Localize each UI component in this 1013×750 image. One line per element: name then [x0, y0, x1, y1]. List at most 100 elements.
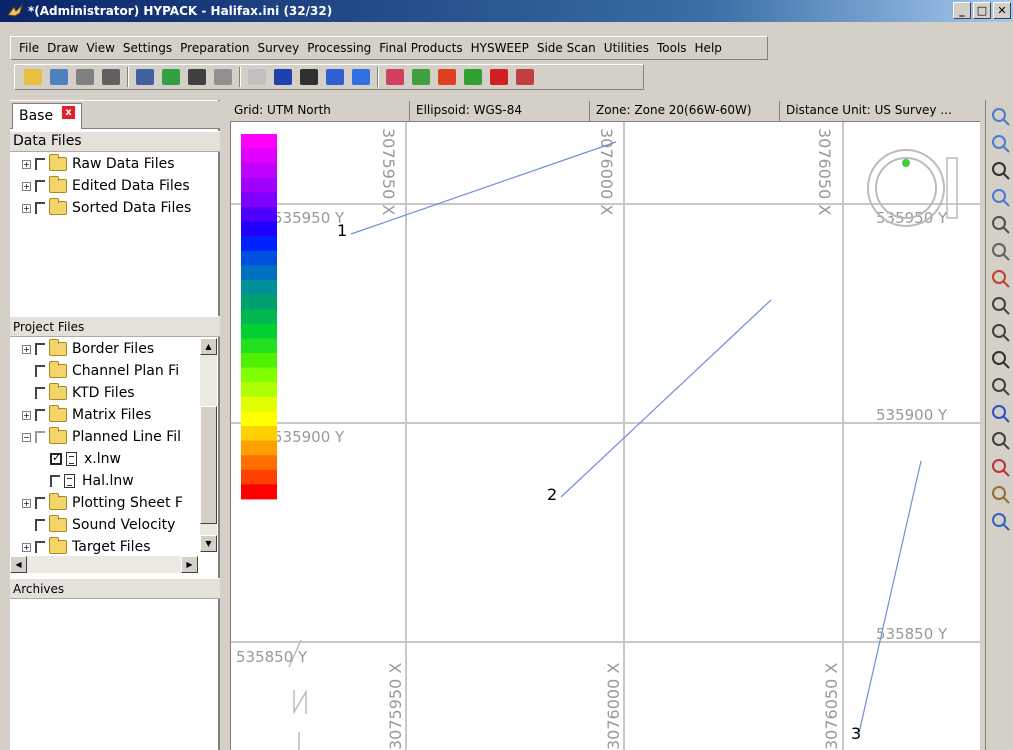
checkbox[interactable]: [35, 387, 45, 399]
open-folder-icon[interactable]: [21, 66, 45, 88]
menu-tools[interactable]: Tools: [653, 41, 691, 55]
checkbox[interactable]: [35, 158, 45, 170]
expand-plus-icon[interactable]: +: [22, 160, 31, 169]
checkbox[interactable]: [35, 202, 45, 214]
map-icon[interactable]: [461, 66, 485, 88]
device-icon[interactable]: [245, 66, 269, 88]
terrain-icon[interactable]: [435, 66, 459, 88]
tree-item-sound-velocity[interactable]: Sound Velocity: [22, 514, 175, 536]
color-select-icon[interactable]: [988, 266, 1013, 292]
checkbox[interactable]: [35, 409, 45, 421]
wave-icon[interactable]: [349, 66, 373, 88]
color-map-icon[interactable]: [487, 66, 511, 88]
menu-settings[interactable]: Settings: [119, 41, 176, 55]
print-icon[interactable]: [73, 66, 97, 88]
planned-line-2[interactable]: [561, 300, 771, 497]
zoom-date-icon[interactable]: [323, 66, 347, 88]
chart-icon[interactable]: [271, 66, 295, 88]
tree-item-raw-data-files[interactable]: + Raw Data Files: [22, 153, 175, 175]
boat-icon[interactable]: [211, 66, 235, 88]
menu-utilities[interactable]: Utilities: [600, 41, 653, 55]
pan-up-icon[interactable]: [988, 293, 1013, 319]
data-files-header[interactable]: Data Files: [10, 131, 220, 152]
pan-down-icon[interactable]: [988, 320, 1013, 346]
tree-item-ktd-files[interactable]: KTD Files: [22, 382, 135, 404]
archives-header[interactable]: Archives: [10, 578, 220, 599]
hypack-app-icon[interactable]: [6, 3, 24, 19]
checkbox[interactable]: [35, 541, 45, 553]
planned-line-icon[interactable]: [133, 66, 157, 88]
menu-help[interactable]: Help: [691, 41, 726, 55]
minimize-button[interactable]: _: [953, 2, 971, 19]
tree-item-channel-plan-fi[interactable]: Channel Plan Fi: [22, 360, 179, 382]
tree-item-hal-lnw[interactable]: Hal.lnw: [48, 470, 134, 492]
color-wheel-icon[interactable]: [988, 455, 1013, 481]
menu-side-scan[interactable]: Side Scan: [533, 41, 600, 55]
magic-icon[interactable]: [988, 482, 1013, 508]
query-icon[interactable]: [988, 212, 1013, 238]
zoom-window-icon[interactable]: [988, 131, 1013, 157]
tree-item-x-lnw[interactable]: ✓ x.lnw: [48, 448, 121, 470]
tree-item-edited-data-files[interactable]: + Edited Data Files: [22, 175, 190, 197]
checkbox[interactable]: ✓: [50, 453, 62, 465]
scroll-up-button[interactable]: ▲: [200, 338, 217, 355]
project-files-horizontal-scrollbar[interactable]: ◀ ▶: [10, 556, 198, 573]
expand-plus-icon[interactable]: +: [22, 204, 31, 213]
checkbox[interactable]: [35, 497, 45, 509]
expand-plus-icon[interactable]: +: [22, 345, 31, 354]
project-files-header[interactable]: Project Files: [10, 316, 220, 337]
zoom-in-icon[interactable]: [988, 104, 1013, 130]
expand-plus-icon[interactable]: +: [22, 411, 31, 420]
menu-final-products[interactable]: Final Products: [375, 41, 466, 55]
checkbox[interactable]: [35, 343, 45, 355]
tree-item-target-files[interactable]: + Target Files: [22, 536, 150, 558]
grid-icon[interactable]: [513, 66, 537, 88]
zoom-custom-icon[interactable]: [988, 185, 1013, 211]
tree-item-matrix-files[interactable]: + Matrix Files: [22, 404, 151, 426]
globe-icon[interactable]: [159, 66, 183, 88]
map-canvas[interactable]: 535950 Y 535950 Y 535900 Y 535900 Y 5358…: [230, 121, 980, 750]
tree-item-plotting-sheet-f[interactable]: + Plotting Sheet F: [22, 492, 183, 514]
menu-processing[interactable]: Processing: [303, 41, 375, 55]
expand-plus-icon[interactable]: +: [22, 499, 31, 508]
map-drawing[interactable]: 535950 Y 535950 Y 535900 Y 535900 Y 5358…: [231, 122, 981, 750]
expand-plus-icon[interactable]: +: [22, 182, 31, 191]
window-icon[interactable]: [409, 66, 433, 88]
scroll-thumb[interactable]: [200, 406, 217, 524]
scroll-left-button[interactable]: ◀: [10, 556, 27, 573]
expand-plus-icon[interactable]: +: [22, 543, 31, 552]
close-tab-icon[interactable]: x: [62, 106, 75, 119]
scroll-right-button[interactable]: ▶: [181, 556, 198, 573]
select-arrow-icon[interactable]: [988, 239, 1013, 265]
date-zoom-icon[interactable]: [988, 509, 1013, 535]
close-button[interactable]: ✕: [993, 2, 1011, 19]
checkbox[interactable]: [35, 365, 45, 377]
book-icon[interactable]: [297, 66, 321, 88]
menu-hysweep[interactable]: HYSWEEP: [467, 41, 533, 55]
planned-line-3[interactable]: [859, 461, 921, 733]
menu-file[interactable]: File: [15, 41, 43, 55]
project-files-vertical-scrollbar[interactable]: ▲ ▼: [200, 338, 217, 552]
checkbox[interactable]: [35, 180, 45, 192]
north-icon[interactable]: [988, 347, 1013, 373]
crosshair-icon[interactable]: [988, 374, 1013, 400]
pen-icon[interactable]: [988, 401, 1013, 427]
menu-preparation[interactable]: Preparation: [176, 41, 253, 55]
save-icon[interactable]: [47, 66, 71, 88]
tree-item-border-files[interactable]: + Border Files: [22, 338, 154, 360]
collapse-minus-icon[interactable]: −: [22, 433, 31, 442]
tools-icon[interactable]: [99, 66, 123, 88]
checkbox[interactable]: [50, 475, 60, 487]
menu-view[interactable]: View: [82, 41, 118, 55]
zoom-extents-icon[interactable]: [988, 158, 1013, 184]
satellite-icon[interactable]: [185, 66, 209, 88]
tree-item-planned-line-fil[interactable]: − Planned Line Fil: [22, 426, 181, 448]
scroll-down-button[interactable]: ▼: [200, 535, 217, 552]
maximize-button[interactable]: □: [973, 2, 991, 19]
menu-survey[interactable]: Survey: [253, 41, 303, 55]
menu-draw[interactable]: Draw: [43, 41, 82, 55]
screen-icon[interactable]: [383, 66, 407, 88]
tree-item-sorted-data-files[interactable]: + Sorted Data Files: [22, 197, 191, 219]
checkbox[interactable]: [35, 519, 45, 531]
undo-icon[interactable]: [988, 428, 1013, 454]
